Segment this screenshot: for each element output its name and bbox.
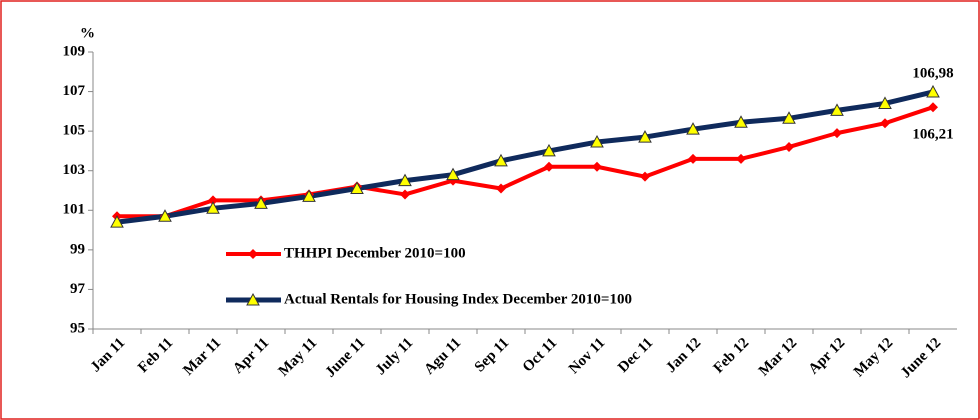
point-marker <box>400 189 410 200</box>
y-tick-label: 99 <box>70 241 85 257</box>
point-marker <box>248 249 258 259</box>
point-marker <box>206 201 220 214</box>
point-marker <box>254 196 268 209</box>
point-marker <box>926 84 940 98</box>
point-marker <box>542 143 556 157</box>
point-marker <box>544 161 554 172</box>
point-marker <box>110 215 124 228</box>
point-marker <box>686 122 700 135</box>
point-marker <box>782 111 796 124</box>
series-line <box>117 105 934 219</box>
point-marker <box>208 195 218 206</box>
point-marker <box>736 153 746 164</box>
point-marker <box>496 183 506 194</box>
point-marker <box>158 209 172 222</box>
point-marker <box>494 153 508 167</box>
point-marker <box>638 130 652 143</box>
point-marker <box>592 161 602 172</box>
point-marker <box>246 292 260 306</box>
point-marker <box>928 102 938 113</box>
series-line <box>116 89 934 225</box>
point-marker <box>302 189 316 202</box>
y-tick-label: 103 <box>63 162 86 178</box>
y-tick-label: 109 <box>63 43 86 59</box>
y-tick-label: 107 <box>63 83 86 99</box>
legend-label: THHPI December 2010=100 <box>284 245 466 261</box>
y-tick-label: 105 <box>63 123 86 139</box>
point-marker <box>398 173 412 187</box>
point-marker <box>880 118 890 129</box>
legend-label: Actual Rentals for Housing Index Decembe… <box>284 291 632 307</box>
point-marker <box>446 167 460 181</box>
y-tick-label: 101 <box>63 202 86 218</box>
point-marker <box>784 141 794 152</box>
value-label: 106,21 <box>912 127 953 143</box>
point-marker <box>830 103 844 116</box>
point-marker <box>688 153 698 164</box>
y-tick-label: 97 <box>70 281 86 297</box>
y-tick-label: 95 <box>70 320 85 336</box>
point-marker <box>878 96 892 109</box>
point-marker <box>832 128 842 139</box>
point-marker <box>590 134 604 148</box>
value-label: 106,98 <box>912 65 953 81</box>
y-unit: % <box>80 25 95 41</box>
point-marker <box>350 181 364 195</box>
point-marker <box>640 171 650 182</box>
point-marker <box>734 115 748 128</box>
